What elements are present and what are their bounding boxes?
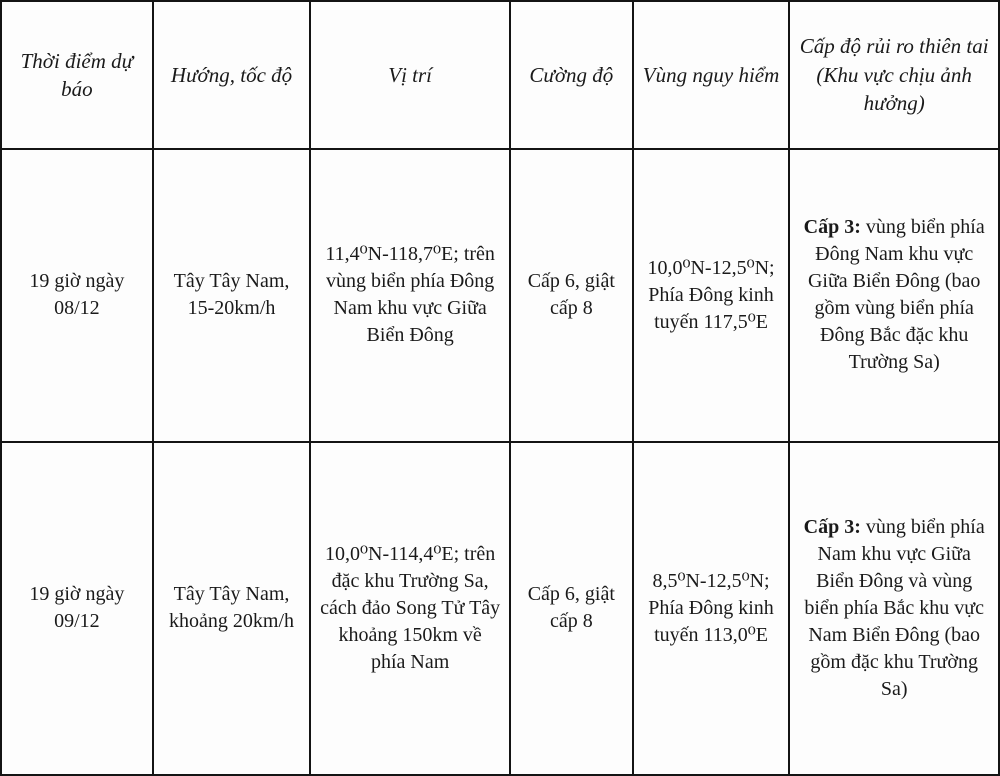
header-intensity: Cường độ [508,0,634,150]
table-row: 19 giờ ngày 09/12 Tây Tây Nam, khoảng 20… [0,440,1000,776]
header-risk-level: Cấp độ rủi ro thiên tai (Khu vực chịu ản… [788,0,1000,150]
cell-direction-speed: Tây Tây Nam, 15-20km/h [151,148,312,443]
risk-level-label: Cấp 3: [803,515,861,538]
cell-forecast-time: 19 giờ ngày 08/12 [0,148,154,443]
cell-danger-zone: 10,0⁰N-12,5⁰N; Phía Đông kinh tuyến 117,… [631,148,791,443]
table-header-row: Thời điểm dự báo Hướng, tốc độ Vị trí Cư… [0,0,1000,150]
risk-level-description: vùng biển phía Đông Nam khu vực Giữa Biể… [807,216,985,374]
cell-intensity: Cấp 6, giật cấp 8 [508,440,634,776]
header-danger-zone: Vùng nguy hiểm [631,0,791,150]
cell-risk-level: Cấp 3: vùng biển phía Nam khu vực Giữa B… [788,440,1000,776]
cell-direction-speed: Tây Tây Nam, khoảng 20km/h [151,440,312,776]
risk-level-description: vùng biển phía Nam khu vực Giữa Biển Đôn… [804,515,985,700]
header-forecast-time: Thời điểm dự báo [0,0,154,150]
header-position: Vị trí [309,0,511,150]
cell-position: 10,0⁰N-114,4⁰E; trên đặc khu Trường Sa, … [309,440,511,776]
cell-position: 11,4⁰N-118,7⁰E; trên vùng biển phía Đông… [309,148,511,443]
cell-forecast-time: 19 giờ ngày 09/12 [0,440,154,776]
table-row: 19 giờ ngày 08/12 Tây Tây Nam, 15-20km/h… [0,148,1000,443]
cell-danger-zone: 8,5⁰N-12,5⁰N; Phía Đông kinh tuyến 113,0… [631,440,791,776]
cell-intensity: Cấp 6, giật cấp 8 [508,148,634,443]
header-direction-speed: Hướng, tốc độ [151,0,312,150]
risk-level-label: Cấp 3: [803,216,861,239]
cell-risk-level: Cấp 3: vùng biển phía Đông Nam khu vực G… [788,148,1000,443]
